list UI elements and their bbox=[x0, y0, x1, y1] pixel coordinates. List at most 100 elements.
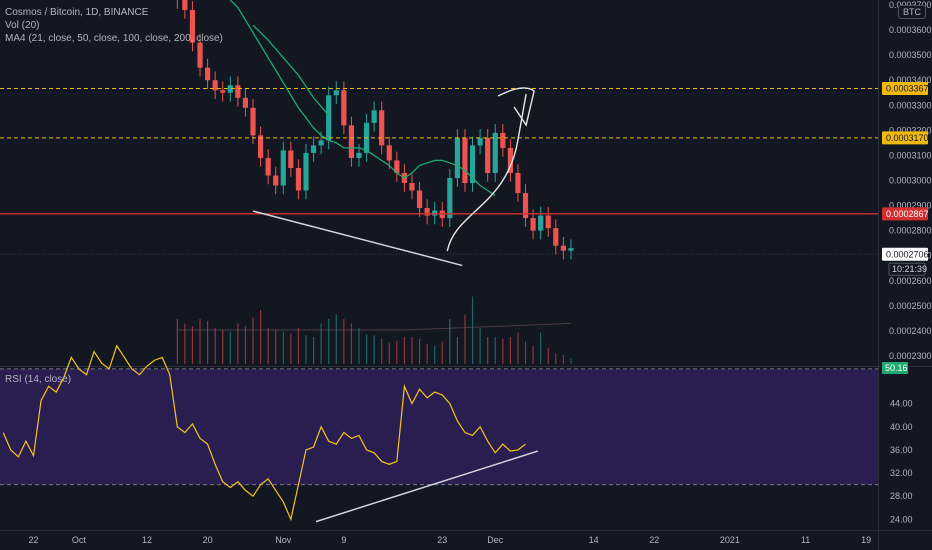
volume-bar bbox=[312, 337, 315, 364]
candle-body bbox=[462, 137, 468, 183]
time-tick-label: 2021 bbox=[720, 535, 740, 545]
volume-bar bbox=[328, 319, 330, 364]
price-tick-label: 0.0003200 bbox=[889, 125, 932, 135]
rsi-value-label: 50.16 bbox=[885, 363, 908, 373]
volume-bar bbox=[434, 346, 436, 364]
level-tag-label: 0.0002867 bbox=[886, 209, 929, 219]
support-trendline bbox=[252, 210, 463, 267]
legend-ma: MA4 (21, close, 50, close, 100, close, 2… bbox=[5, 33, 223, 44]
candle-body bbox=[522, 193, 529, 219]
time-tick-label: 22 bbox=[649, 535, 659, 545]
currency-badge[interactable]: BTC bbox=[898, 5, 926, 19]
candle-body bbox=[204, 67, 211, 81]
price-tick-label: 0.0002900 bbox=[889, 201, 932, 211]
volume-bar bbox=[267, 328, 269, 364]
candle-body bbox=[454, 137, 460, 178]
time-tick-label: Dec bbox=[487, 535, 504, 545]
volume-bar bbox=[199, 319, 201, 364]
candle-body bbox=[182, 0, 188, 11]
rsi-tick-label: 32.00 bbox=[890, 468, 913, 478]
candle-body bbox=[220, 90, 226, 93]
volume-bar bbox=[479, 328, 481, 364]
candle-body bbox=[310, 145, 317, 153]
candle-body bbox=[333, 90, 339, 96]
candle-body bbox=[469, 145, 476, 183]
volume-bar bbox=[388, 342, 390, 364]
price-tick-label: 0.0003600 bbox=[889, 25, 932, 35]
price-tick-label: 0.0003400 bbox=[889, 75, 932, 85]
volume-bar bbox=[426, 344, 428, 364]
price-tick-label: 0.0002300 bbox=[889, 351, 932, 361]
candle-body bbox=[326, 95, 332, 141]
level-tag bbox=[882, 81, 928, 95]
volume-bar bbox=[487, 337, 489, 364]
candle-body bbox=[500, 132, 506, 148]
time-tick-label: 14 bbox=[589, 535, 599, 545]
candle-body bbox=[538, 215, 544, 231]
candle-body bbox=[553, 228, 559, 246]
volume-bar bbox=[403, 337, 406, 364]
rsi-trendline bbox=[315, 450, 539, 523]
price-tick-label: 0.0003000 bbox=[889, 175, 932, 185]
volume-bar bbox=[456, 337, 458, 364]
candle-body bbox=[295, 167, 302, 191]
volume-bar bbox=[320, 323, 322, 364]
time-tick-label: 9 bbox=[341, 535, 346, 545]
candle-body bbox=[257, 135, 264, 158]
candle-body bbox=[432, 210, 438, 216]
candle-body bbox=[409, 183, 415, 191]
volume-bar bbox=[252, 317, 254, 364]
candle-body bbox=[341, 90, 347, 126]
volume-bar bbox=[176, 319, 178, 364]
rsi-value-tag bbox=[882, 362, 908, 374]
candle-body bbox=[273, 175, 279, 186]
candle-body bbox=[447, 177, 453, 219]
volume-bar bbox=[343, 319, 345, 364]
ma-line-slow bbox=[252, 24, 330, 116]
candle-body bbox=[227, 85, 233, 93]
rsi-tick-label: 40.00 bbox=[890, 422, 913, 432]
last-price-tag bbox=[882, 247, 928, 261]
candle-body bbox=[318, 140, 324, 146]
candle-body bbox=[394, 160, 400, 173]
candle-body bbox=[189, 10, 196, 43]
candle-body bbox=[303, 152, 309, 191]
countdown-label: 10:21:39 bbox=[892, 264, 927, 274]
time-tick-label: Nov bbox=[275, 535, 292, 545]
time-tick-label: 22 bbox=[28, 535, 38, 545]
time-tick-label: 23 bbox=[437, 535, 447, 545]
candle-body bbox=[235, 85, 241, 98]
candle-body bbox=[416, 190, 423, 209]
last-price-label: 0.0002706 bbox=[886, 249, 929, 259]
volume-bar bbox=[305, 335, 307, 364]
volume-bar bbox=[297, 328, 300, 364]
rsi-tick-label: 44.00 bbox=[890, 399, 913, 409]
volume-bar bbox=[464, 314, 466, 364]
candle-body bbox=[424, 208, 430, 216]
candle-body bbox=[212, 80, 218, 91]
volume-bar bbox=[191, 326, 194, 364]
volume-bar bbox=[365, 334, 368, 364]
volume-bar bbox=[373, 335, 375, 364]
candle-body bbox=[545, 215, 551, 229]
candle-body bbox=[280, 150, 286, 186]
volume-bar bbox=[222, 329, 224, 364]
candle-body bbox=[560, 245, 566, 251]
candle-body bbox=[492, 132, 498, 173]
volume-bar bbox=[411, 337, 413, 364]
volume-bar bbox=[259, 310, 262, 364]
volume-bar bbox=[237, 323, 239, 364]
volume-bar bbox=[502, 338, 504, 364]
volume-bar bbox=[570, 358, 572, 364]
price-tick-label: 0.0002800 bbox=[889, 226, 932, 236]
level-tag bbox=[882, 131, 928, 145]
volume-bar bbox=[517, 332, 519, 364]
volume-bar bbox=[441, 341, 443, 364]
price-tick-label: 0.0002500 bbox=[889, 301, 932, 311]
volume-bar bbox=[555, 353, 557, 364]
volume-bar bbox=[358, 328, 360, 364]
candle-body bbox=[197, 42, 203, 68]
volume-bar bbox=[381, 338, 383, 364]
rsi-tick-label: 28.00 bbox=[890, 491, 913, 501]
